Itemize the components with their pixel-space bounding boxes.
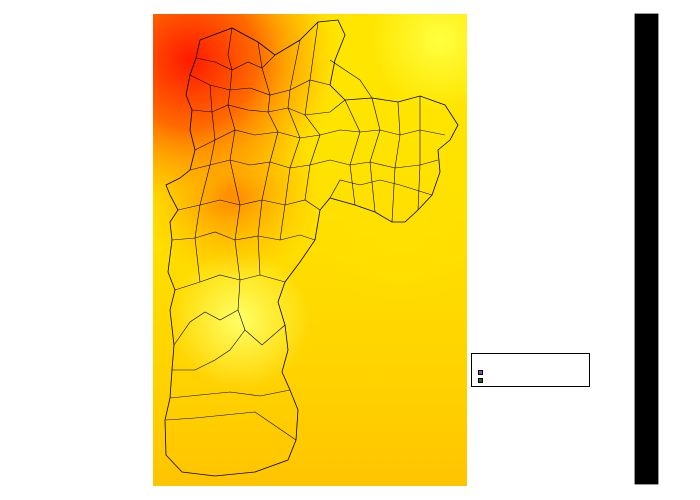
district-boundaries: [165, 21, 446, 441]
legend-swatch-origin: [478, 369, 483, 375]
surface-raster: [153, 14, 467, 486]
legend-entry-destination: [478, 376, 489, 384]
legend: [471, 353, 590, 387]
legend-swatch-destination: [478, 377, 483, 383]
colorbar-scale: [634, 13, 659, 485]
legend-entry-origin: [478, 368, 489, 376]
